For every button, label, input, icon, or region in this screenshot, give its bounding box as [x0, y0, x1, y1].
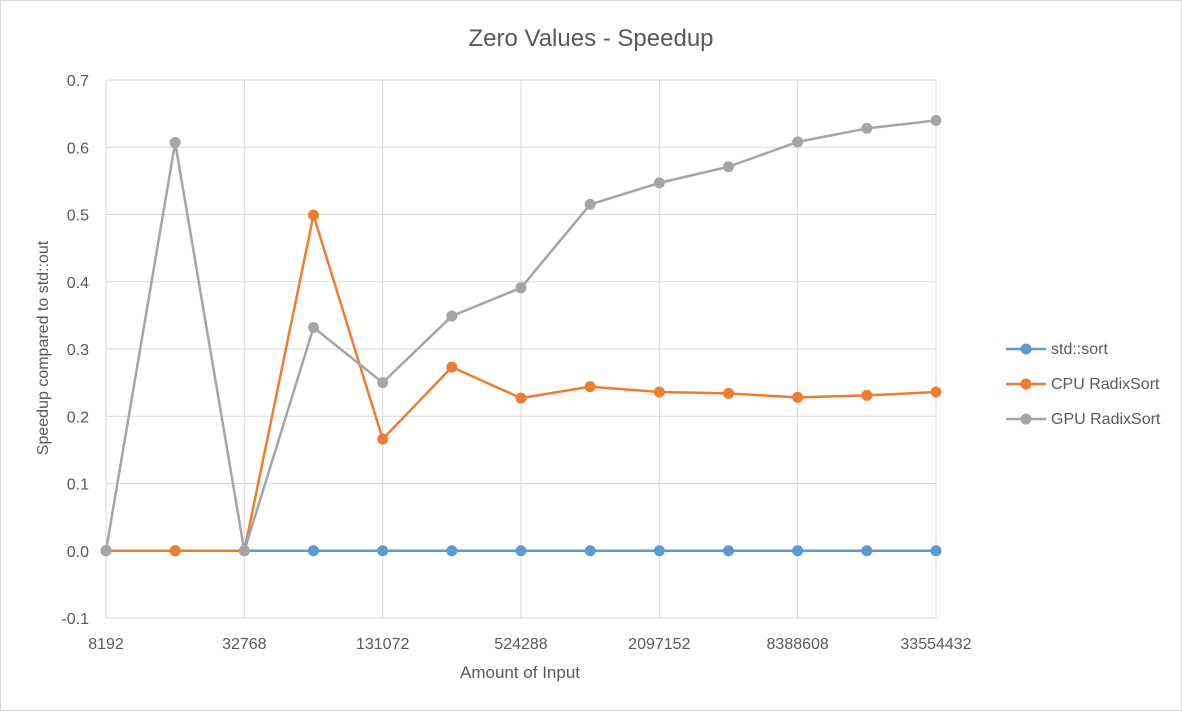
data-point [308, 209, 319, 221]
x-axis-label: Amount of Input [460, 663, 580, 682]
legend-item: CPU RadixSort [1006, 376, 1160, 393]
data-point [723, 387, 734, 399]
x-tick-label: 8388608 [767, 636, 829, 653]
data-point [308, 545, 319, 557]
y-tick-label: 0.5 [67, 208, 89, 225]
y-tick-label: 0.6 [67, 140, 89, 157]
data-point [377, 545, 389, 557]
data-point [723, 161, 734, 173]
y-tick-label: 0.0 [67, 544, 89, 561]
data-point [792, 136, 804, 148]
x-tick-label: 33554432 [900, 636, 971, 653]
data-point [446, 310, 458, 322]
data-point [377, 433, 389, 445]
y-axis-label: Speedup compared to std::out [35, 240, 52, 455]
data-point [377, 377, 389, 389]
gridlines [105, 79, 937, 619]
axes: -0.1 0.0 0.1 0.2 0.3 0.4 0.5 0.6 0.7 8192 32768 131… [61, 73, 971, 653]
data-point [169, 137, 181, 149]
legend-label: std::sort [1051, 341, 1108, 358]
data-point [446, 361, 458, 373]
legend-item: GPU RadixSort [1006, 411, 1161, 428]
x-tick-label: 2097152 [628, 636, 690, 653]
data-point [238, 545, 250, 557]
data-point [100, 545, 112, 557]
data-point [584, 381, 596, 393]
data-point [792, 391, 804, 403]
chart-title: Zero Values - Speedup [468, 25, 713, 52]
data-point [515, 282, 527, 294]
y-tick-label: -0.1 [61, 611, 89, 628]
series-lines [100, 114, 942, 557]
legend-marker [1020, 413, 1032, 425]
series-3 [100, 114, 942, 557]
legend-label: CPU RadixSort [1051, 376, 1160, 393]
data-point [723, 545, 734, 557]
y-tick-label: 0.7 [67, 73, 89, 90]
data-point [861, 545, 873, 557]
y-tick-label: 0.3 [67, 342, 89, 359]
data-point [653, 177, 665, 189]
data-point [515, 392, 527, 404]
y-tick-label: 0.4 [67, 275, 89, 292]
data-point [930, 114, 942, 126]
data-point [930, 545, 942, 557]
legend-marker [1020, 378, 1032, 390]
data-point [169, 545, 181, 557]
data-point [653, 386, 665, 398]
data-point [792, 545, 804, 557]
data-point [308, 321, 319, 333]
x-tick-label: 8192 [88, 636, 124, 653]
data-point [584, 545, 596, 557]
x-tick-label: 32768 [222, 636, 267, 653]
legend-item: std::sort [1006, 341, 1108, 358]
y-tick-label: 0.2 [67, 409, 89, 426]
data-point [861, 122, 873, 134]
x-tick-label: 524288 [494, 636, 547, 653]
data-point [653, 545, 665, 557]
data-point [930, 386, 942, 398]
data-point [861, 389, 873, 401]
y-tick-label: 0.1 [67, 477, 89, 494]
x-tick-label: 131072 [356, 636, 409, 653]
data-point [446, 545, 458, 557]
data-point [584, 198, 596, 210]
data-point [515, 545, 527, 557]
legend-marker [1020, 343, 1032, 355]
legend-label: GPU RadixSort [1051, 411, 1161, 428]
